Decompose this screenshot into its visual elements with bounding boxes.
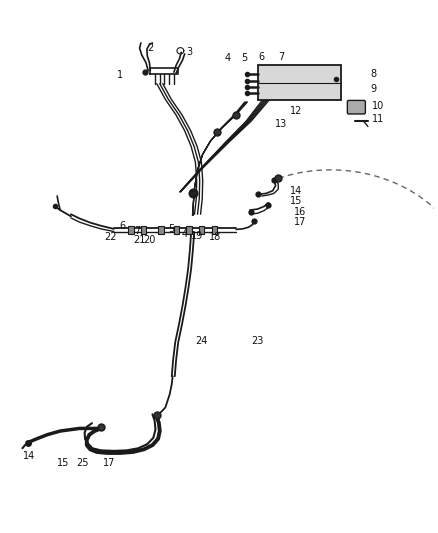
- Text: 22: 22: [105, 232, 117, 242]
- Text: 23: 23: [251, 336, 264, 346]
- Text: 14: 14: [290, 186, 302, 196]
- FancyBboxPatch shape: [347, 100, 365, 114]
- Text: 5: 5: [169, 224, 175, 234]
- Text: 4: 4: [225, 53, 231, 62]
- Bar: [173, 226, 179, 234]
- Text: 14: 14: [23, 450, 35, 461]
- Text: 15: 15: [57, 458, 70, 468]
- Text: 7: 7: [134, 226, 141, 236]
- Text: 25: 25: [77, 458, 89, 468]
- Bar: [199, 226, 205, 234]
- Text: 12: 12: [290, 107, 303, 116]
- Bar: [141, 226, 146, 234]
- Text: 11: 11: [372, 114, 384, 124]
- Text: 18: 18: [208, 232, 221, 242]
- Text: 21: 21: [134, 236, 146, 245]
- Text: 6: 6: [120, 221, 125, 231]
- Text: 17: 17: [294, 217, 307, 227]
- Bar: [128, 226, 134, 234]
- Text: 5: 5: [242, 53, 248, 62]
- Text: 6: 6: [259, 52, 265, 61]
- Text: 17: 17: [102, 458, 115, 468]
- Text: 24: 24: [196, 336, 208, 346]
- Text: 2: 2: [147, 43, 153, 53]
- Text: 20: 20: [143, 236, 155, 245]
- Text: 9: 9: [371, 84, 377, 94]
- Text: 3: 3: [186, 47, 192, 58]
- Text: 7: 7: [278, 52, 284, 61]
- Text: 4: 4: [182, 229, 188, 239]
- Text: 16: 16: [294, 207, 307, 216]
- Text: 8: 8: [371, 69, 377, 79]
- Text: 13: 13: [275, 119, 287, 129]
- Text: 19: 19: [191, 231, 204, 241]
- Bar: [212, 226, 217, 234]
- Text: 10: 10: [372, 101, 384, 111]
- Bar: [187, 226, 191, 234]
- Bar: [258, 65, 341, 100]
- Bar: [159, 226, 164, 234]
- Text: 15: 15: [290, 196, 303, 206]
- Text: 1: 1: [117, 70, 124, 80]
